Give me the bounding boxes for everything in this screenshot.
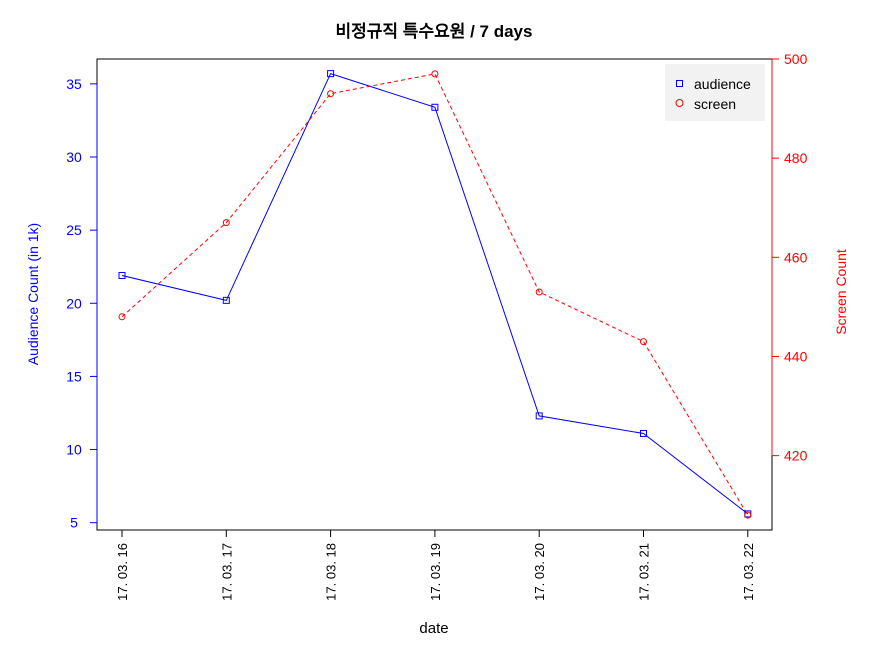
point-audience (327, 70, 335, 78)
left-tick-label: 15 (66, 368, 82, 384)
x-tick-label: 17. 03. 17 (219, 543, 234, 601)
left-tick-label: 35 (66, 76, 82, 92)
right-axis: 420 440 460 480 500 (771, 51, 808, 464)
legend-marker-screen (675, 99, 684, 107)
point-screen (118, 313, 126, 321)
right-tick-label: 440 (784, 348, 808, 364)
left-axis-label: Audience Count (in 1k) (25, 223, 41, 365)
point-audience (222, 296, 230, 304)
x-tick-label: 17. 03. 16 (115, 543, 130, 601)
x-axis-label: date (419, 620, 448, 637)
left-tick-label: 5 (70, 515, 78, 531)
legend-marker-audience (676, 80, 683, 87)
left-tick-label: 30 (66, 149, 82, 165)
x-tick-label: 17. 03. 22 (741, 543, 756, 601)
left-axis: 5 10 15 20 25 30 35 (66, 76, 98, 531)
plot-area (96, 58, 773, 531)
x-tick-label: 17. 03. 19 (428, 543, 443, 601)
point-screen (744, 511, 752, 519)
left-tick-label: 10 (66, 442, 82, 458)
x-axis: 17. 03. 16 17. 03. 17 17. 03. 18 17. 03. 19… (115, 529, 756, 601)
left-tick-label: 25 (66, 222, 82, 238)
legend-box (665, 64, 765, 121)
point-screen (431, 70, 439, 78)
right-tick-label: 480 (784, 150, 808, 166)
point-audience (118, 271, 126, 279)
series-markers (118, 70, 752, 519)
legend: audience screen (665, 64, 765, 121)
point-screen (327, 90, 335, 98)
x-tick-label: 17. 03. 21 (637, 543, 652, 601)
point-audience (640, 429, 647, 437)
legend-label-screen: screen (694, 96, 736, 112)
point-screen (640, 338, 647, 346)
right-axis-label: Screen Count (833, 249, 849, 335)
series-lines (121, 72, 749, 516)
right-tick-label: 500 (784, 51, 808, 67)
right-tick-label: 420 (784, 448, 808, 464)
point-audience (535, 412, 543, 420)
left-tick-label: 20 (66, 295, 82, 311)
point-screen (535, 288, 543, 296)
point-audience (431, 103, 439, 111)
x-tick-label: 17. 03. 18 (324, 543, 339, 601)
chart-title: 비정규직 특수요원 / 7 days (336, 22, 533, 41)
x-tick-label: 17. 03. 20 (532, 543, 547, 601)
right-tick-label: 460 (784, 249, 808, 265)
series-line-audience (121, 72, 749, 515)
legend-label-audience: audience (694, 76, 751, 92)
series-line-screen (121, 73, 749, 516)
point-screen (222, 219, 230, 227)
